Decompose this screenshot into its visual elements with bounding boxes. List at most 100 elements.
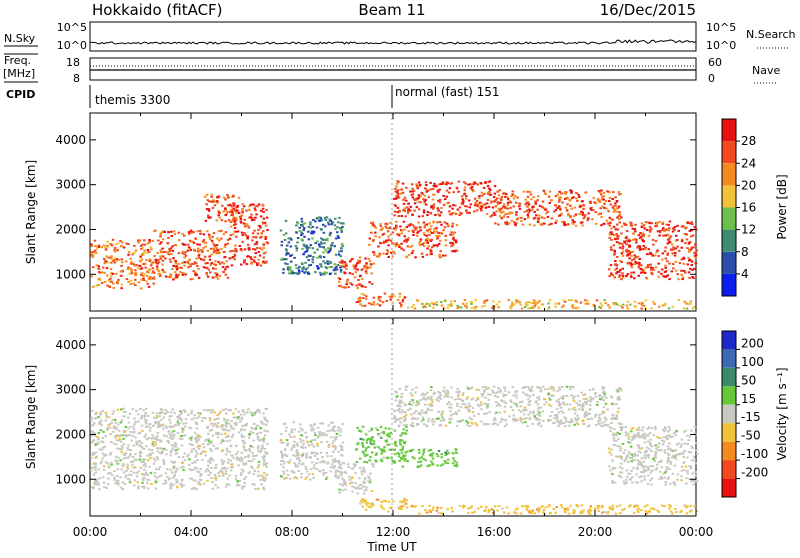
data-cell bbox=[363, 493, 366, 495]
data-cell bbox=[400, 243, 403, 245]
data-cell bbox=[452, 223, 455, 225]
data-cell bbox=[113, 443, 116, 445]
data-cell bbox=[513, 420, 516, 422]
data-cell bbox=[570, 394, 573, 396]
cpid-label: CPID bbox=[6, 88, 35, 101]
data-cell bbox=[628, 253, 631, 255]
data-cell bbox=[361, 473, 364, 475]
data-cell bbox=[351, 284, 354, 286]
data-cell bbox=[503, 395, 506, 397]
data-cell bbox=[352, 265, 355, 267]
data-cell bbox=[406, 460, 409, 462]
nsky-strip bbox=[90, 22, 696, 51]
data-cell bbox=[394, 449, 397, 451]
data-cell bbox=[440, 398, 443, 400]
data-cell bbox=[280, 464, 283, 466]
nsky-tick-bottom: 10^0 bbox=[57, 39, 87, 52]
data-cell bbox=[441, 453, 444, 455]
data-cell bbox=[398, 460, 401, 462]
data-cell bbox=[370, 263, 373, 265]
data-cell bbox=[475, 389, 478, 391]
data-cell bbox=[668, 237, 671, 239]
data-cell bbox=[428, 222, 431, 224]
data-cell bbox=[334, 228, 337, 230]
data-cell bbox=[263, 439, 266, 441]
data-cell bbox=[198, 255, 201, 257]
data-cell bbox=[215, 276, 218, 278]
data-cell bbox=[134, 284, 137, 286]
data-cell bbox=[188, 458, 191, 460]
data-cell bbox=[110, 464, 113, 466]
data-cell bbox=[613, 244, 616, 246]
data-cell bbox=[451, 225, 454, 227]
data-cell bbox=[442, 229, 445, 231]
data-cell bbox=[124, 476, 127, 478]
data-cell bbox=[532, 394, 535, 396]
data-cell bbox=[337, 477, 340, 479]
data-cell bbox=[172, 462, 175, 464]
data-cell bbox=[613, 226, 616, 228]
data-cell bbox=[105, 255, 108, 257]
data-cell bbox=[243, 485, 246, 487]
data-cell bbox=[149, 276, 152, 278]
data-cell bbox=[418, 449, 421, 451]
data-cell bbox=[343, 480, 346, 482]
data-cell bbox=[508, 391, 511, 393]
data-cell bbox=[170, 450, 173, 452]
data-cell bbox=[324, 262, 327, 264]
data-cell bbox=[520, 405, 523, 407]
data-cell bbox=[397, 207, 400, 209]
data-cell bbox=[221, 471, 224, 473]
data-cell bbox=[618, 211, 621, 213]
data-cell bbox=[286, 455, 289, 457]
data-cell bbox=[589, 413, 592, 415]
data-cell bbox=[631, 460, 634, 462]
data-cell bbox=[226, 260, 229, 262]
data-cell bbox=[316, 265, 319, 267]
data-cell bbox=[447, 392, 450, 394]
data-cell bbox=[664, 426, 667, 428]
data-cell bbox=[581, 214, 584, 216]
data-cell bbox=[254, 488, 257, 490]
data-cell bbox=[136, 475, 139, 477]
data-cell bbox=[359, 257, 362, 259]
data-cell bbox=[173, 474, 176, 476]
data-cell bbox=[503, 216, 506, 218]
power-x-ticks bbox=[90, 113, 696, 311]
data-cell bbox=[148, 239, 151, 241]
data-cell bbox=[570, 192, 573, 194]
data-cell bbox=[361, 442, 364, 444]
data-cell bbox=[181, 431, 184, 433]
data-cell bbox=[499, 421, 502, 423]
data-cell bbox=[241, 208, 244, 210]
data-cell bbox=[123, 408, 126, 410]
data-cell bbox=[240, 218, 243, 220]
data-cell bbox=[610, 249, 613, 251]
data-cell bbox=[312, 477, 315, 479]
data-cell bbox=[331, 221, 334, 223]
data-cell bbox=[310, 244, 313, 246]
data-cell bbox=[591, 218, 594, 220]
data-cell bbox=[298, 270, 301, 272]
data-cell bbox=[242, 463, 245, 465]
data-cell bbox=[479, 202, 482, 204]
data-cell bbox=[204, 262, 207, 264]
data-cell bbox=[238, 484, 241, 486]
data-cell bbox=[628, 436, 631, 438]
data-cell bbox=[306, 476, 309, 478]
data-cell bbox=[550, 405, 553, 407]
data-cell bbox=[527, 196, 530, 198]
data-cell bbox=[373, 304, 376, 306]
data-cell bbox=[305, 468, 308, 470]
data-cell bbox=[398, 197, 401, 199]
power-colorbar-block bbox=[722, 163, 736, 185]
data-cell bbox=[215, 247, 218, 249]
data-cell bbox=[130, 470, 133, 472]
data-cell bbox=[266, 443, 269, 445]
data-cell bbox=[523, 211, 526, 213]
data-cell bbox=[316, 257, 319, 259]
data-cell bbox=[559, 214, 562, 216]
data-cell bbox=[185, 418, 188, 420]
data-cell bbox=[207, 433, 210, 435]
data-cell bbox=[120, 270, 123, 272]
